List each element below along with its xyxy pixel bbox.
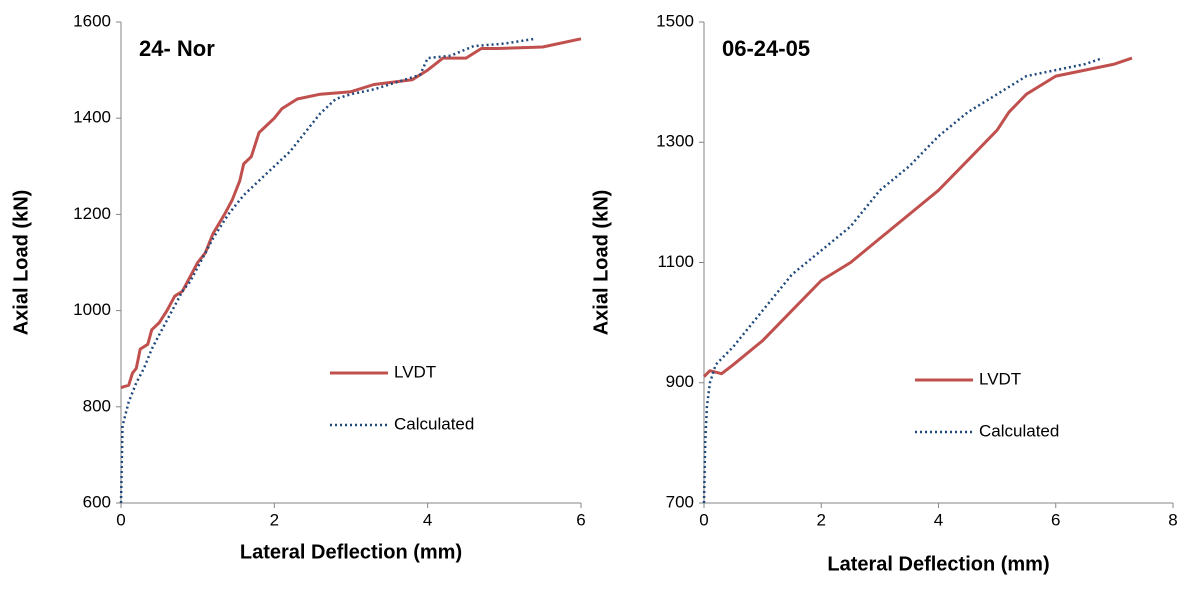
x-tick-label: 6 bbox=[576, 510, 585, 529]
legend-label: LVDT bbox=[979, 369, 1021, 388]
y-tick-label: 1000 bbox=[73, 300, 111, 319]
series-line bbox=[119, 37, 536, 504]
y-tick-label: 1200 bbox=[73, 204, 111, 223]
y-tick-label: 1300 bbox=[656, 132, 694, 151]
x-tick-label: 4 bbox=[934, 510, 943, 529]
y-tick-label: 900 bbox=[666, 372, 694, 391]
x-axis-title: Lateral Deflection (mm) bbox=[240, 541, 462, 563]
y-tick-label: 1500 bbox=[656, 11, 694, 30]
x-axis-title: Lateral Deflection (mm) bbox=[827, 553, 1049, 575]
legend-label: Calculated bbox=[979, 421, 1059, 440]
y-tick-label: 600 bbox=[83, 492, 111, 511]
y-tick-label: 1600 bbox=[73, 11, 111, 30]
x-tick-label: 2 bbox=[270, 510, 279, 529]
panel-title: 24- Nor bbox=[139, 36, 215, 61]
y-axis-title: Axial Load (kN) bbox=[590, 190, 612, 336]
x-tick-label: 0 bbox=[116, 510, 125, 529]
x-tick-label: 0 bbox=[699, 510, 708, 529]
y-axis-title: Axial Load (kN) bbox=[10, 190, 32, 336]
y-tick-label: 700 bbox=[666, 492, 694, 511]
y-tick-label: 1100 bbox=[657, 252, 694, 271]
x-tick-label: 2 bbox=[817, 510, 826, 529]
y-tick-label: 1400 bbox=[73, 108, 111, 127]
y-tick-label: 800 bbox=[83, 396, 111, 415]
series-line bbox=[702, 56, 1104, 504]
series-line bbox=[702, 56, 1133, 378]
x-tick-label: 4 bbox=[423, 510, 432, 529]
panel-title: 06-24-05 bbox=[722, 36, 810, 61]
x-tick-label: 8 bbox=[1168, 510, 1177, 529]
legend-label: LVDT bbox=[394, 362, 436, 381]
series-line bbox=[120, 37, 582, 390]
x-tick-label: 6 bbox=[1051, 510, 1060, 529]
legend-label: Calculated bbox=[394, 414, 474, 433]
